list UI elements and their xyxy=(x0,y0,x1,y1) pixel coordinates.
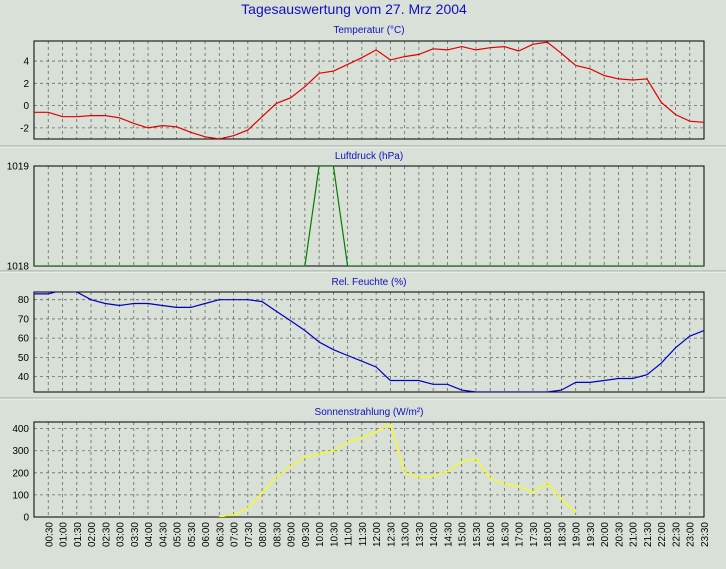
panel-title: Rel. Feuchte (%) xyxy=(331,277,406,288)
x-tick-label: 01:00 xyxy=(59,522,70,547)
y-tick-label: 50 xyxy=(18,353,30,364)
x-tick-label: 05:30 xyxy=(187,522,198,547)
series-line xyxy=(219,423,577,517)
x-tick-label: 17:30 xyxy=(529,522,540,547)
x-tick-label: 14:30 xyxy=(443,522,454,547)
x-tick-label: 03:30 xyxy=(130,522,141,547)
x-tick-label: 18:30 xyxy=(557,522,568,547)
x-tick-label: 14:00 xyxy=(429,522,440,547)
x-tick-label: 17:00 xyxy=(515,522,526,547)
x-tick-label: 06:00 xyxy=(201,522,212,547)
x-tick-label: 12:30 xyxy=(386,522,397,547)
y-tick-label: 60 xyxy=(18,334,30,345)
y-tick-label: -2 xyxy=(20,123,29,134)
x-tick-label: 16:00 xyxy=(486,522,497,547)
x-tick-label: 04:30 xyxy=(158,522,169,547)
x-tick-label: 13:30 xyxy=(415,522,426,547)
y-tick-label: 70 xyxy=(18,314,30,325)
panel-4: Sonnenstrahlung (W/m²) 0 100 200 300 400 xyxy=(12,407,705,524)
x-tick-label: 02:30 xyxy=(101,522,112,547)
series-line xyxy=(34,292,704,392)
x-tick-label: 19:00 xyxy=(572,522,583,547)
y-tick-label: 2 xyxy=(23,79,29,90)
panel-1: Temperatur (°C) -2 0 2 4 xyxy=(0,25,726,148)
x-tick-label: 23:30 xyxy=(700,522,711,547)
x-tick-label: 16:30 xyxy=(500,522,511,547)
plot-frame xyxy=(33,421,705,518)
x-tick-label: 05:00 xyxy=(173,522,184,547)
x-tick-label: 07:30 xyxy=(244,522,255,547)
y-tick-label: 80 xyxy=(18,295,30,306)
x-tick-label: 21:30 xyxy=(643,522,654,547)
panel-2: Luftdruck (hPa) 1018 1019 xyxy=(0,151,726,273)
x-tick-label: 12:00 xyxy=(372,522,383,547)
y-tick-label: 0 xyxy=(23,513,29,524)
x-tick-label: 22:30 xyxy=(672,522,683,547)
x-tick-label: 02:00 xyxy=(87,522,98,547)
x-tick-label: 08:30 xyxy=(272,522,283,547)
x-tick-label: 01:30 xyxy=(73,522,84,547)
x-tick-label: 10:30 xyxy=(329,522,340,547)
x-tick-label: 20:30 xyxy=(615,522,626,547)
panel-3: Rel. Feuchte (%) 40 50 60 70 80 xyxy=(0,277,726,400)
x-tick-label: 21:00 xyxy=(629,522,640,547)
panel-title: Temperatur (°C) xyxy=(333,25,404,36)
y-tick-label: 300 xyxy=(12,446,29,457)
x-tick-label: 15:00 xyxy=(458,522,469,547)
panel-title: Luftdruck (hPa) xyxy=(335,151,403,162)
y-tick-label: 40 xyxy=(18,372,30,383)
y-tick-label: 100 xyxy=(12,490,29,501)
x-tick-label: 10:00 xyxy=(315,522,326,547)
plot-frame xyxy=(33,291,705,393)
x-tick-label: 13:00 xyxy=(401,522,412,547)
x-tick-label: 23:00 xyxy=(686,522,697,547)
x-tick-label: 09:30 xyxy=(301,522,312,547)
x-tick-label: 20:00 xyxy=(600,522,611,547)
page-title: Tagesauswertung vom 27. Mrz 2004 xyxy=(241,1,467,17)
x-tick-label: 03:00 xyxy=(116,522,127,547)
series-line xyxy=(34,41,704,139)
x-tick-label: 15:30 xyxy=(472,522,483,547)
y-tick-label: 200 xyxy=(12,468,29,479)
y-tick-label: 1018 xyxy=(7,262,30,273)
x-tick-label: 19:30 xyxy=(586,522,597,547)
y-tick-label: 400 xyxy=(12,424,29,435)
x-tick-label: 07:00 xyxy=(230,522,241,547)
x-tick-label: 04:00 xyxy=(144,522,155,547)
y-tick-label: 1019 xyxy=(7,162,30,173)
x-tick-label: 18:00 xyxy=(543,522,554,547)
x-tick-label: 09:00 xyxy=(287,522,298,547)
x-tick-label: 22:00 xyxy=(657,522,668,547)
x-tick-label: 06:30 xyxy=(215,522,226,547)
x-tick-label: 00:30 xyxy=(44,522,55,547)
y-tick-label: 4 xyxy=(23,57,29,68)
x-tick-label: 11:00 xyxy=(344,522,355,547)
x-tick-label: 08:00 xyxy=(258,522,269,547)
x-tick-label: 11:30 xyxy=(358,522,369,547)
y-tick-label: 0 xyxy=(23,101,29,112)
plot-frame xyxy=(33,40,705,140)
panel-title: Sonnenstrahlung (W/m²) xyxy=(315,407,424,418)
